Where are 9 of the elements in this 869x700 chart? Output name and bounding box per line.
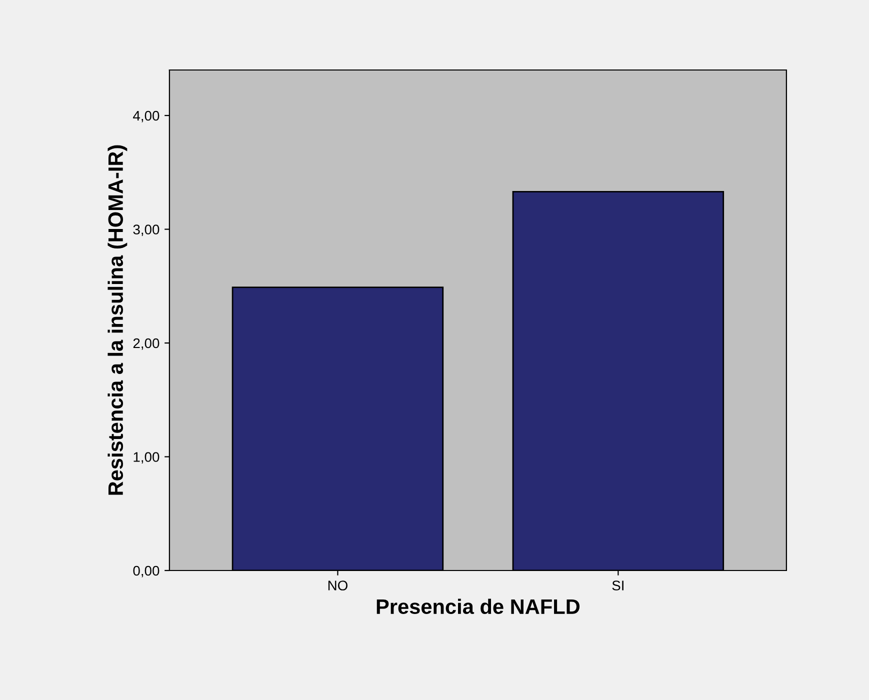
y-axis-title: Resistencia a la insulina (HOMA-IR) [108,145,128,495]
x-axis-title: Presencia de NAFLD [376,598,580,614]
y-tick-label: 2,00 [133,338,160,350]
y-tick-label: 3,00 [133,224,160,236]
y-tick-label: 0,00 [133,566,160,578]
x-tick-label: SI [612,580,624,590]
y-tick-label: 4,00 [133,110,160,122]
y-tick-label: 1,00 [134,452,160,464]
x-tick-label: NO [328,580,348,590]
